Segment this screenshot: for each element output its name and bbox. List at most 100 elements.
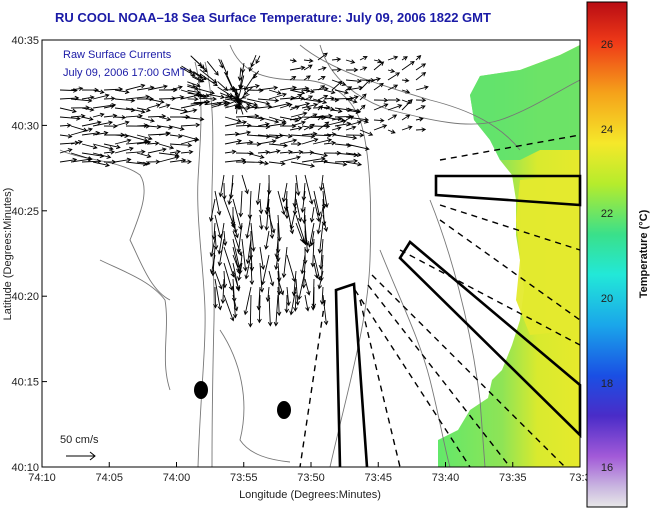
- current-arrow: [323, 161, 348, 167]
- current-arrow: [290, 149, 304, 155]
- current-arrow: [114, 89, 130, 95]
- current-arrow: [136, 123, 149, 128]
- current-arrow: [217, 86, 234, 97]
- current-arrow: [264, 198, 270, 231]
- current-arrow: [255, 182, 261, 206]
- current-arrow: [81, 152, 105, 159]
- current-arrow: [345, 109, 361, 115]
- current-arrow: [125, 83, 146, 91]
- current-arrow: [81, 143, 98, 150]
- current-arrow: [345, 116, 370, 122]
- current-arrow: [92, 152, 112, 159]
- current-arrow: [387, 68, 396, 74]
- current-arrow: [323, 89, 336, 95]
- current-arrow: [316, 206, 324, 235]
- current-arrow: [268, 143, 289, 148]
- contour-30m: [299, 44, 521, 151]
- current-arrow: [373, 118, 385, 123]
- current-arrow: [345, 132, 365, 138]
- y-tick-label: 40:10: [11, 462, 39, 474]
- current-arrow: [70, 98, 93, 103]
- current-arrow: [208, 94, 226, 100]
- current-arrow: [214, 214, 222, 239]
- current-arrow: [103, 143, 121, 150]
- current-arrow: [401, 125, 413, 131]
- y-tick-label: 40:20: [11, 291, 39, 303]
- current-arrow: [304, 294, 310, 312]
- current-arrow: [59, 116, 81, 121]
- current-arrow: [259, 262, 265, 293]
- current-arrow: [275, 246, 281, 263]
- current-arrow: [180, 159, 192, 165]
- current-arrow: [359, 119, 369, 124]
- current-arrow: [303, 58, 314, 63]
- current-arrow: [158, 116, 172, 122]
- current-arrow: [158, 143, 175, 150]
- current-arrow: [317, 66, 327, 71]
- sst-patch-warm: [516, 175, 580, 335]
- current-arrow: [187, 92, 211, 98]
- x-tick-label: 74:10: [28, 472, 56, 484]
- current-arrow: [345, 95, 359, 101]
- current-arrow: [293, 294, 298, 312]
- current-arrow: [401, 99, 413, 111]
- current-arrow: [147, 98, 165, 104]
- current-arrow: [213, 230, 219, 251]
- current-arrow: [103, 149, 116, 155]
- current-arrow: [387, 84, 399, 91]
- current-arrow: [235, 130, 252, 136]
- current-arrow: [373, 82, 384, 91]
- current-arrow: [234, 104, 240, 114]
- current-arrow: [268, 270, 275, 287]
- current-arrow: [359, 79, 371, 91]
- current-arrow: [301, 137, 319, 145]
- current-arrow: [359, 129, 374, 136]
- current-arrow: [223, 294, 235, 322]
- current-arrow: [92, 112, 105, 118]
- current-arrow: [345, 161, 363, 167]
- current-arrow: [209, 238, 216, 258]
- current-arrow: [387, 114, 398, 121]
- current-arrow: [253, 70, 260, 79]
- current-arrow: [295, 222, 305, 243]
- current-arrow: [303, 113, 318, 121]
- current-arrow: [373, 97, 389, 103]
- current-arrow: [246, 103, 258, 110]
- current-arrow: [312, 98, 328, 105]
- contour-50m: [429, 199, 486, 468]
- current-arrow: [199, 96, 217, 102]
- current-arrow: [232, 294, 239, 312]
- current-arrow: [187, 89, 201, 95]
- current-arrow: [257, 149, 271, 155]
- current-arrow: [387, 129, 396, 134]
- current-arrow: [290, 134, 316, 139]
- current-arrow: [257, 122, 270, 127]
- current-arrow: [70, 157, 93, 163]
- current-arrow: [103, 104, 116, 109]
- current-arrow: [415, 105, 426, 111]
- current-arrow: [136, 96, 155, 102]
- current-arrow: [290, 86, 310, 91]
- current-arrow: [289, 126, 303, 131]
- current-arrow: [234, 90, 241, 110]
- current-arrow: [222, 230, 228, 247]
- current-arrow: [248, 230, 254, 260]
- current-arrow: [70, 127, 93, 136]
- current-arrow: [295, 278, 300, 306]
- current-arrow: [223, 262, 234, 291]
- current-arrow: [190, 100, 209, 106]
- current-arrow: [235, 113, 260, 119]
- current-arrow: [279, 133, 293, 139]
- current-arrow: [289, 76, 297, 81]
- current-arrow: [311, 286, 317, 309]
- current-arrow: [235, 159, 248, 165]
- current-arrow: [323, 140, 337, 146]
- current-arrow: [136, 161, 151, 166]
- current-arrow: [359, 104, 366, 111]
- current-arrow: [304, 278, 311, 296]
- current-arrow: [218, 174, 225, 198]
- current-arrow: [114, 146, 134, 154]
- current-arrow: [334, 143, 352, 148]
- current-arrow: [241, 174, 249, 195]
